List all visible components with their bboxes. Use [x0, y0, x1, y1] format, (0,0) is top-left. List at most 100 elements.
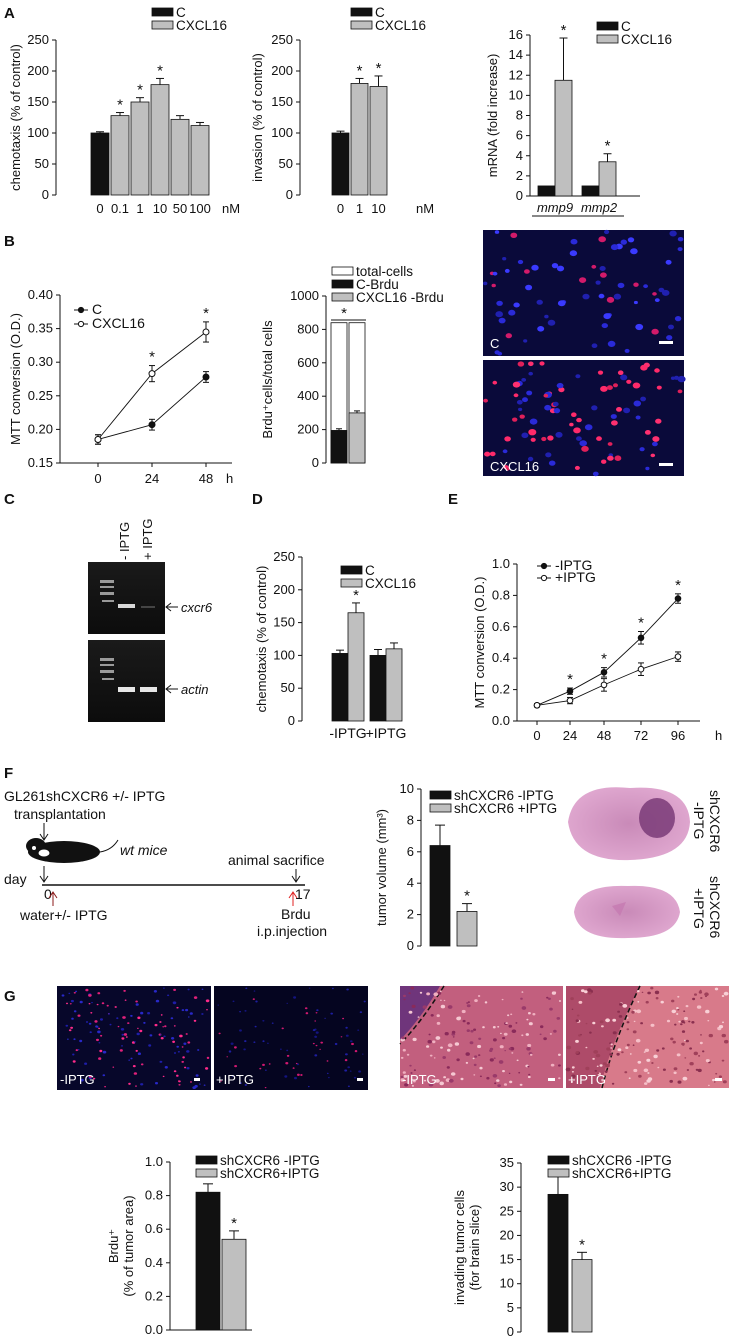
cell-nucleus — [526, 390, 533, 396]
cell-nucleus — [607, 340, 616, 347]
cell-nucleus — [558, 1064, 561, 1067]
y-tick-label: 150 — [271, 94, 293, 109]
scale-bar — [715, 1078, 722, 1081]
cell-nucleus — [504, 436, 511, 442]
cell-nucleus — [443, 999, 446, 1002]
data-point — [674, 653, 682, 660]
cell-nucleus — [528, 371, 533, 376]
cell-nucleus — [469, 1041, 474, 1045]
cells-g — [61, 987, 366, 1089]
cell-nucleus — [473, 1028, 477, 1031]
y-tick-label: 0.2 — [492, 682, 510, 697]
cell-nucleus — [427, 1039, 432, 1044]
legend-label: CXCL16 — [375, 18, 426, 33]
cell-nucleus — [500, 1032, 502, 1035]
cell-nucleus — [140, 1063, 144, 1066]
x-tick-label: mmp2 — [581, 200, 618, 215]
cell-nucleus — [422, 1005, 427, 1009]
x-tick-label: 100 — [189, 201, 211, 216]
cell-nucleus — [148, 1044, 152, 1047]
cell-nucleus — [262, 1063, 265, 1066]
cell-nucleus — [626, 1028, 630, 1031]
cell-nucleus — [160, 1034, 162, 1036]
cell-nucleus — [324, 1017, 326, 1019]
microscopy-b: C CXCL16 — [483, 229, 686, 477]
cell-nucleus — [656, 1049, 660, 1052]
mouse-icon — [26, 838, 119, 863]
cell-nucleus — [205, 1067, 209, 1070]
cell-nucleus — [614, 455, 622, 462]
y-tick-label: 14 — [509, 47, 523, 62]
cell-nucleus — [704, 992, 709, 997]
cell-nucleus — [571, 412, 577, 418]
cell-nucleus — [512, 417, 518, 422]
cell-nucleus — [718, 1025, 724, 1029]
legend-label: C — [375, 5, 385, 20]
cell-nucleus — [442, 1056, 447, 1059]
cell-nucleus — [613, 383, 618, 388]
bar — [537, 185, 556, 197]
legend-swatch — [151, 20, 174, 30]
bar — [350, 83, 369, 196]
scale-bar — [659, 463, 673, 466]
cell-nucleus — [598, 236, 606, 243]
schematic-sacrifice: animal sacrifice — [228, 852, 325, 868]
cell-nucleus — [601, 323, 608, 329]
microscopy-g: -IPTG +IPTG — [57, 986, 368, 1090]
cell-nucleus — [641, 991, 644, 993]
cell-nucleus — [673, 375, 680, 380]
cell-nucleus — [179, 1034, 183, 1038]
cell-nucleus — [601, 1025, 604, 1028]
cell-nucleus — [477, 1044, 482, 1049]
cell-nucleus — [478, 1054, 481, 1056]
cell-nucleus — [700, 997, 703, 999]
cell-nucleus — [446, 1066, 450, 1069]
legend-label: C — [621, 19, 631, 34]
cell-nucleus — [85, 988, 89, 992]
cell-nucleus — [123, 989, 126, 992]
cell-nucleus — [123, 1033, 128, 1036]
cell-nucleus — [598, 293, 605, 299]
cell-nucleus — [647, 1077, 653, 1081]
legend-label: C — [92, 301, 102, 317]
cell-nucleus — [194, 1084, 198, 1088]
y-axis-label: (for brain slice) — [467, 1205, 482, 1291]
y-tick-label: 0 — [288, 713, 295, 728]
y-tick-label: 0.0 — [492, 713, 510, 728]
cell-nucleus — [509, 1080, 513, 1084]
cell-nucleus — [672, 1040, 676, 1044]
cell-nucleus — [539, 1033, 542, 1036]
y-tick-label: 200 — [297, 422, 319, 437]
cell-nucleus — [570, 997, 574, 1001]
data-point — [566, 687, 574, 695]
cell-nucleus — [99, 1049, 103, 1053]
cell-nucleus — [536, 299, 543, 305]
cell-nucleus — [616, 1052, 620, 1056]
cell-nucleus — [358, 1070, 361, 1073]
cell-nucleus — [121, 1045, 123, 1047]
y-tick-label: 0.8 — [492, 587, 510, 602]
y-tick-label: 200 — [273, 582, 295, 597]
cell-nucleus — [702, 1050, 705, 1053]
y-tick-label: 15 — [500, 1252, 514, 1267]
cell-nucleus — [492, 1074, 498, 1078]
cell-nucleus — [143, 1021, 146, 1024]
cell-nucleus — [652, 436, 660, 442]
cell-nucleus — [605, 1018, 610, 1023]
cell-nucleus — [268, 1063, 271, 1065]
band-label-cxcr6: cxcr6 — [181, 600, 213, 615]
legend-label: shCXCR6 -IPTG — [572, 1153, 672, 1168]
micrograph-label: +IPTG — [216, 1072, 254, 1087]
scale-bar — [194, 1078, 200, 1081]
cell-nucleus — [724, 1039, 729, 1044]
cell-nucleus — [470, 1029, 474, 1033]
cell-nucleus — [206, 1056, 210, 1059]
cell-nucleus — [440, 1046, 443, 1049]
micrograph-label-cxcl16: CXCL16 — [490, 459, 539, 474]
cell-nucleus — [508, 1024, 513, 1028]
cell-nucleus — [549, 1007, 553, 1011]
cell-nucleus — [304, 1007, 308, 1010]
cell-nucleus — [135, 1003, 139, 1006]
y-tick-label: 0 — [407, 938, 414, 953]
cell-nucleus — [410, 986, 415, 990]
